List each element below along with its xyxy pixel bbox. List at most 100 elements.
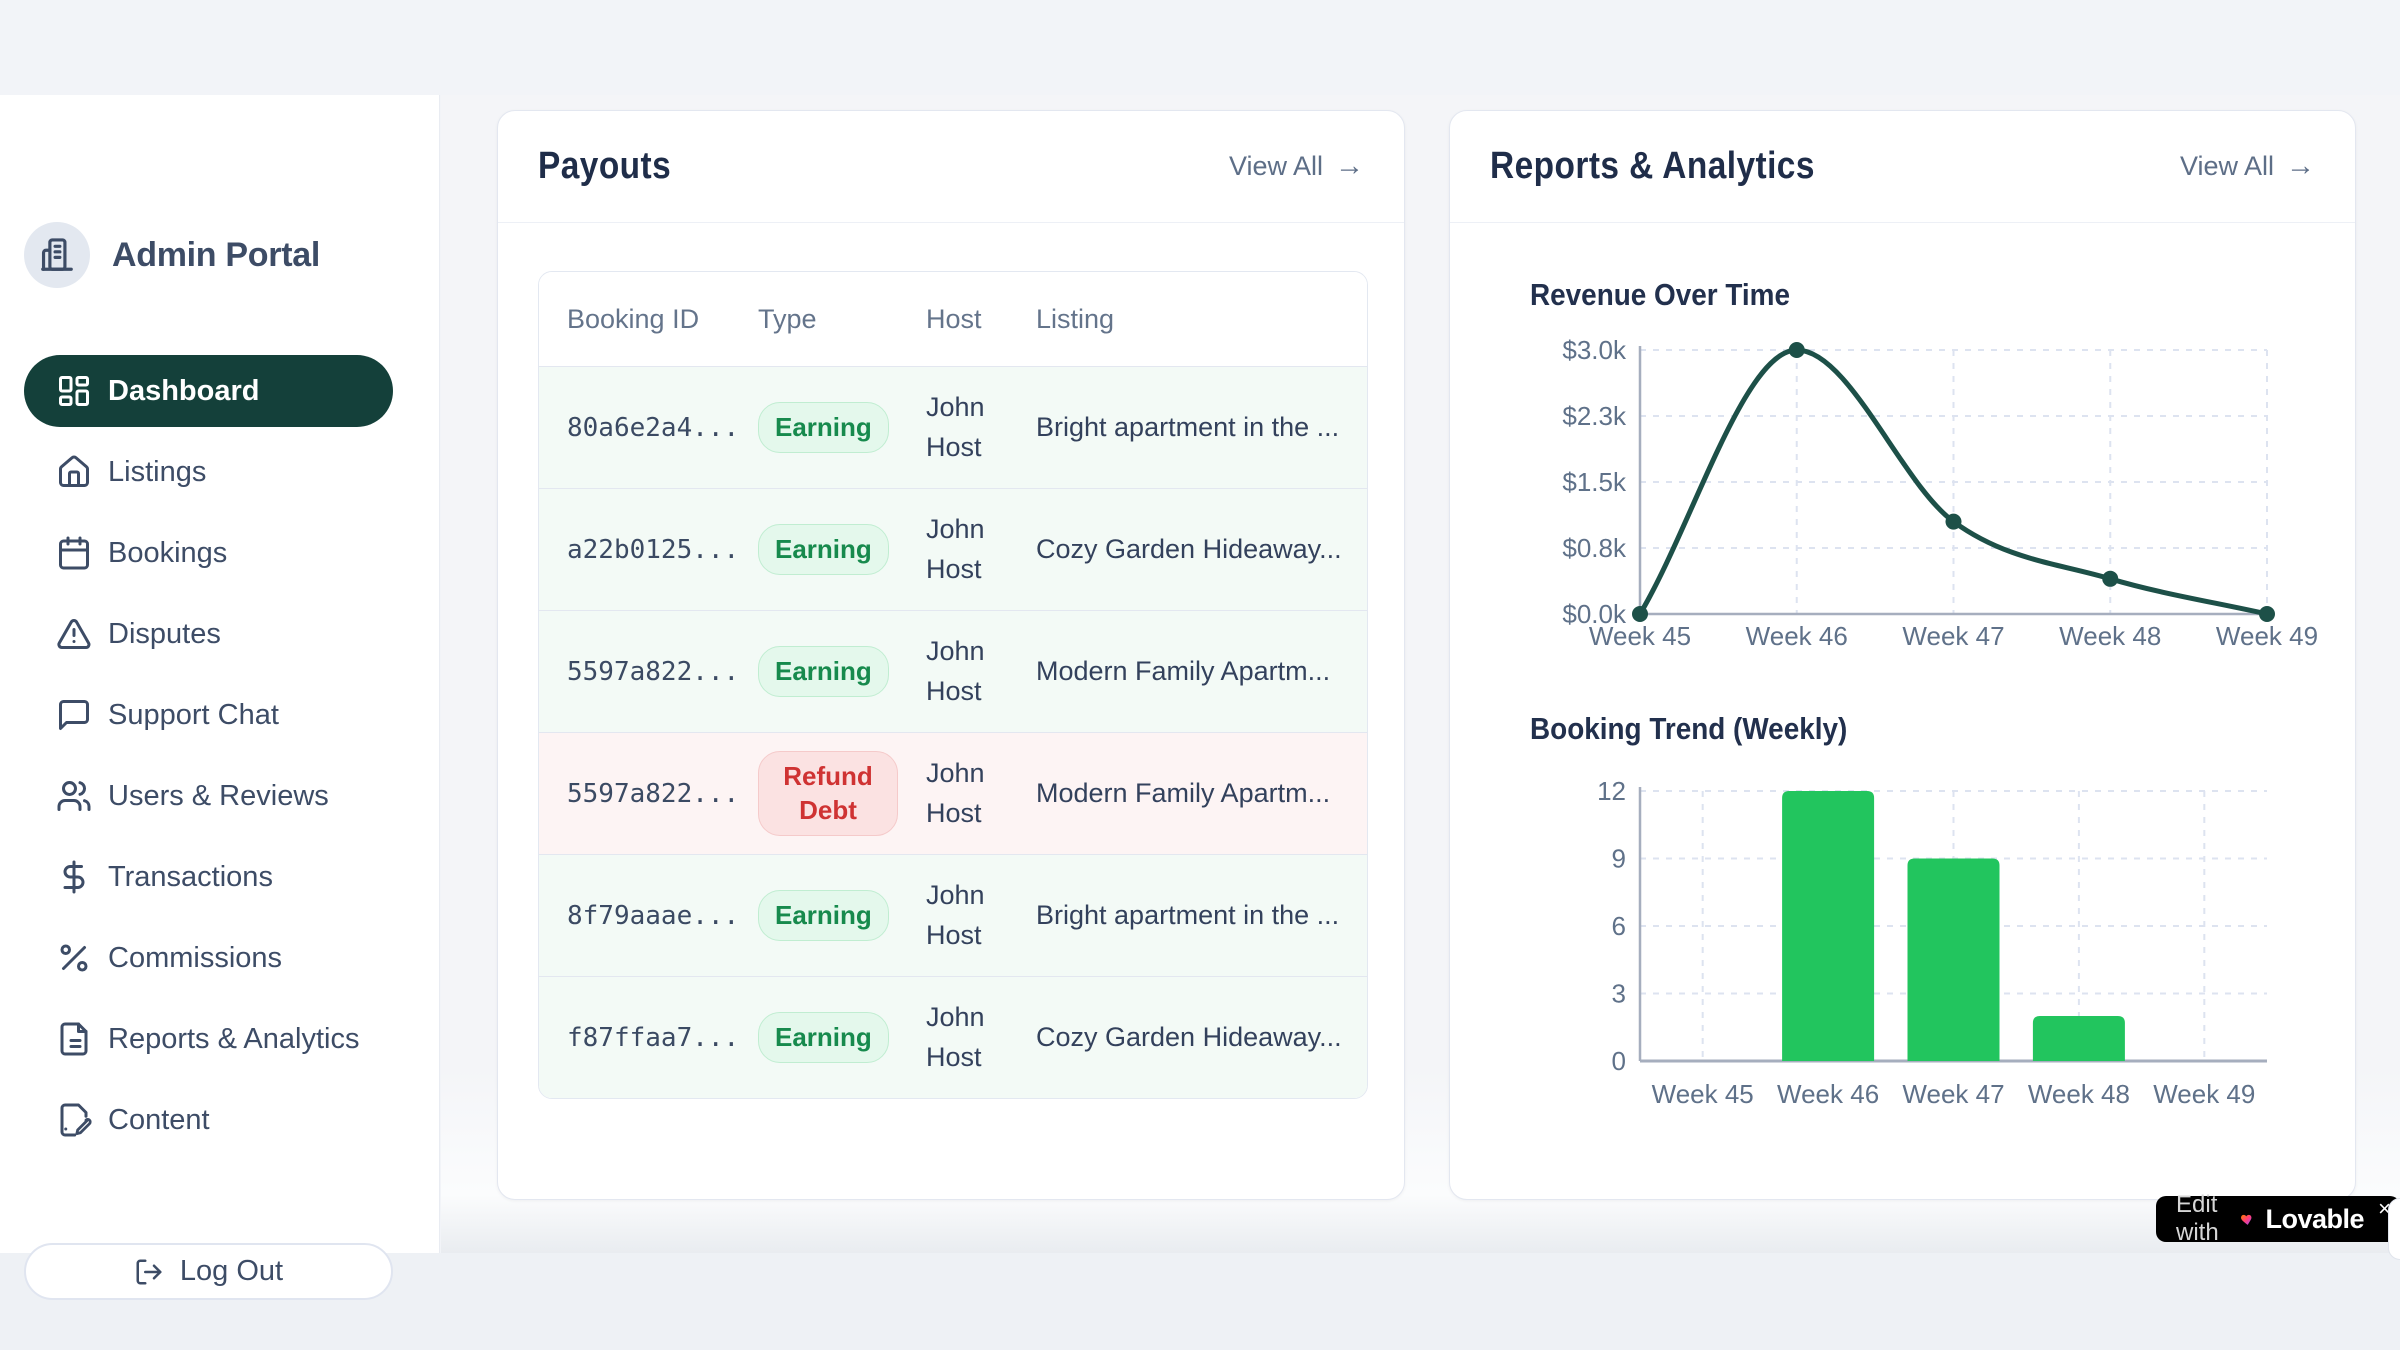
- type-badge: Earning: [758, 523, 889, 576]
- svg-text:$2.3k: $2.3k: [1562, 401, 1627, 431]
- logout-button[interactable]: Log Out: [24, 1243, 393, 1300]
- reports-analytics-card: Reports & Analytics View All → Revenue O…: [1449, 110, 2356, 1200]
- payouts-view-all-link[interactable]: View All →: [1229, 151, 1364, 182]
- type-badge: Earning: [758, 401, 889, 454]
- table-header-row: Booking ID Type Host Listing: [539, 272, 1367, 367]
- sidebar-item-reports-analytics[interactable]: Reports & Analytics: [24, 1003, 393, 1075]
- type-badge: Earning: [758, 889, 889, 942]
- payouts-table: Booking ID Type Host Listing 80a6e2a4... Ear…: [538, 271, 1368, 1099]
- booking-trend-chart-title: Booking Trend (Weekly): [1530, 711, 1848, 746]
- app-title: Admin Portal: [112, 235, 320, 274]
- arrow-right-icon: →: [2286, 150, 2315, 182]
- listing-name: Modern Family Apartm...: [1008, 733, 1367, 855]
- sidebar-item-transactions[interactable]: Transactions: [24, 841, 393, 913]
- sidebar-item-bookings[interactable]: Bookings: [24, 517, 393, 589]
- sidebar-item-content[interactable]: Content: [24, 1084, 393, 1156]
- column-header-type: Type: [730, 272, 898, 367]
- percent-icon: [60, 944, 88, 972]
- badge-prefix-label: Edit with: [2176, 1191, 2219, 1246]
- payouts-title: Payouts: [538, 145, 672, 187]
- sidebar-nav: Dashboard Listings Bookings Disputes Support…: [24, 355, 393, 1156]
- sidebar-item-label: Transactions: [108, 860, 273, 893]
- sidebar-item-listings[interactable]: Listings: [24, 436, 393, 508]
- svg-text:$0.0k: $0.0k: [1562, 599, 1627, 629]
- svg-text:$0.8k: $0.8k: [1562, 533, 1627, 563]
- brand-avatar: [24, 222, 90, 288]
- booking-id: 80a6e2a4...: [567, 413, 740, 443]
- home-icon: [59, 455, 89, 487]
- host-name: John Host: [898, 733, 1008, 855]
- sidebar-item-commissions[interactable]: Commissions: [24, 922, 393, 994]
- type-badge: Earning: [758, 1011, 889, 1064]
- revenue-line-chart: $0.0k $0.8k $1.5k $2.3k $3.0k Week 45 Week 46 W…: [1562, 335, 2318, 651]
- reports-view-all-link[interactable]: View All →: [2180, 151, 2315, 182]
- table-row: 80a6e2a4... Earning John Host Bright apartm…: [539, 367, 1367, 489]
- sidebar: Admin Portal Dashboard Listings Bookings Di…: [0, 95, 440, 1300]
- sidebar-item-label: Reports & Analytics: [108, 1022, 360, 1055]
- host-name: John Host: [898, 611, 1008, 733]
- logout-icon: [136, 1259, 162, 1284]
- column-header-host: Host: [898, 272, 1008, 367]
- grid-icon: [59, 376, 89, 406]
- host-name: John Host: [898, 489, 1008, 611]
- table-row: 5597a822... Refund Debt John Host Modern Fa…: [539, 733, 1367, 855]
- view-all-label: View All: [2179, 151, 2274, 181]
- svg-text:$1.5k: $1.5k: [1562, 467, 1627, 497]
- sidebar-item-label: Support Chat: [108, 698, 279, 731]
- svg-text:Week 47: Week 47: [1902, 621, 2004, 651]
- lovable-heart-icon: [2241, 1214, 2252, 1225]
- sidebar-item-label: Content: [108, 1103, 210, 1136]
- svg-text:Week 49: Week 49: [2153, 1079, 2255, 1109]
- sidebar-item-support-chat[interactable]: Support Chat: [24, 679, 393, 751]
- table-row: 5597a822... Earning John Host Modern Family…: [539, 611, 1367, 733]
- svg-text:6: 6: [1612, 911, 1626, 941]
- listing-name: Bright apartment in the ...: [1008, 855, 1367, 977]
- type-badge: Refund Debt: [758, 750, 898, 837]
- listing-name: Bright apartment in the ...: [1008, 367, 1367, 489]
- sidebar-item-label: Disputes: [108, 617, 221, 650]
- host-name: John Host: [898, 855, 1008, 977]
- reports-title: Reports & Analytics: [1490, 145, 1815, 187]
- column-header-listing: Listing: [1008, 272, 1367, 367]
- partially-visible-corner-widget[interactable]: [2388, 1198, 2400, 1260]
- view-all-label: View All: [1228, 151, 1323, 181]
- sidebar-item-label: Bookings: [108, 536, 228, 569]
- edit-with-lovable-badge[interactable]: Edit with Lovable ×: [2156, 1191, 2400, 1246]
- booking-id: a22b0125...: [567, 535, 740, 565]
- booking-id: 8f79aaae...: [567, 901, 740, 931]
- svg-text:Week 48: Week 48: [2028, 1079, 2130, 1109]
- svg-text:Week 49: Week 49: [2216, 621, 2318, 651]
- table-row: f87ffaa7... Earning John Host Cozy Garden H…: [539, 977, 1367, 1098]
- building-icon: [41, 238, 73, 271]
- listing-name: Cozy Garden Hideaway...: [1036, 1022, 1342, 1052]
- svg-text:9: 9: [1612, 844, 1626, 874]
- revenue-chart-title: Revenue Over Time: [1530, 277, 1791, 312]
- svg-text:Week 45: Week 45: [1589, 621, 1691, 651]
- reports-card-header: Reports & Analytics View All →: [1450, 111, 2355, 223]
- svg-text:Week 47: Week 47: [1902, 1079, 2004, 1109]
- badge-close-icon[interactable]: ×: [2378, 1196, 2391, 1221]
- svg-text:12: 12: [1597, 776, 1626, 806]
- logout-label: Log Out: [179, 1255, 284, 1287]
- sidebar-item-label: Listings: [108, 455, 207, 488]
- sidebar-item-disputes[interactable]: Disputes: [24, 598, 393, 670]
- svg-text:Week 48: Week 48: [2059, 621, 2161, 651]
- table-row: a22b0125... Earning John Host Cozy Garden H…: [539, 489, 1367, 611]
- badge-brand-label: Lovable: [2265, 1203, 2364, 1234]
- host-name: John Host: [898, 367, 1008, 489]
- sidebar-item-users-reviews[interactable]: Users & Reviews: [24, 760, 393, 832]
- dollar-icon: [63, 860, 85, 894]
- bottom-band: [0, 1253, 2400, 1350]
- file-text-icon: [60, 1022, 88, 1056]
- calendar-icon: [59, 536, 89, 570]
- host-name: John Host: [926, 1002, 985, 1072]
- sidebar-item-label: Commissions: [108, 941, 283, 974]
- sidebar-item-dashboard[interactable]: Dashboard: [24, 355, 393, 427]
- alert-triangle-icon: [57, 619, 91, 649]
- booking-trend-bar-chart: 0 3 6 9 12 Week 45 Week 46 Week 47 Week 48 Week 4…: [1597, 776, 2267, 1109]
- chat-icon: [59, 700, 89, 730]
- booking-id: 5597a822...: [567, 779, 740, 809]
- booking-id: f87ffaa7...: [567, 1023, 740, 1053]
- users-icon: [57, 781, 91, 811]
- svg-text:0: 0: [1612, 1046, 1626, 1076]
